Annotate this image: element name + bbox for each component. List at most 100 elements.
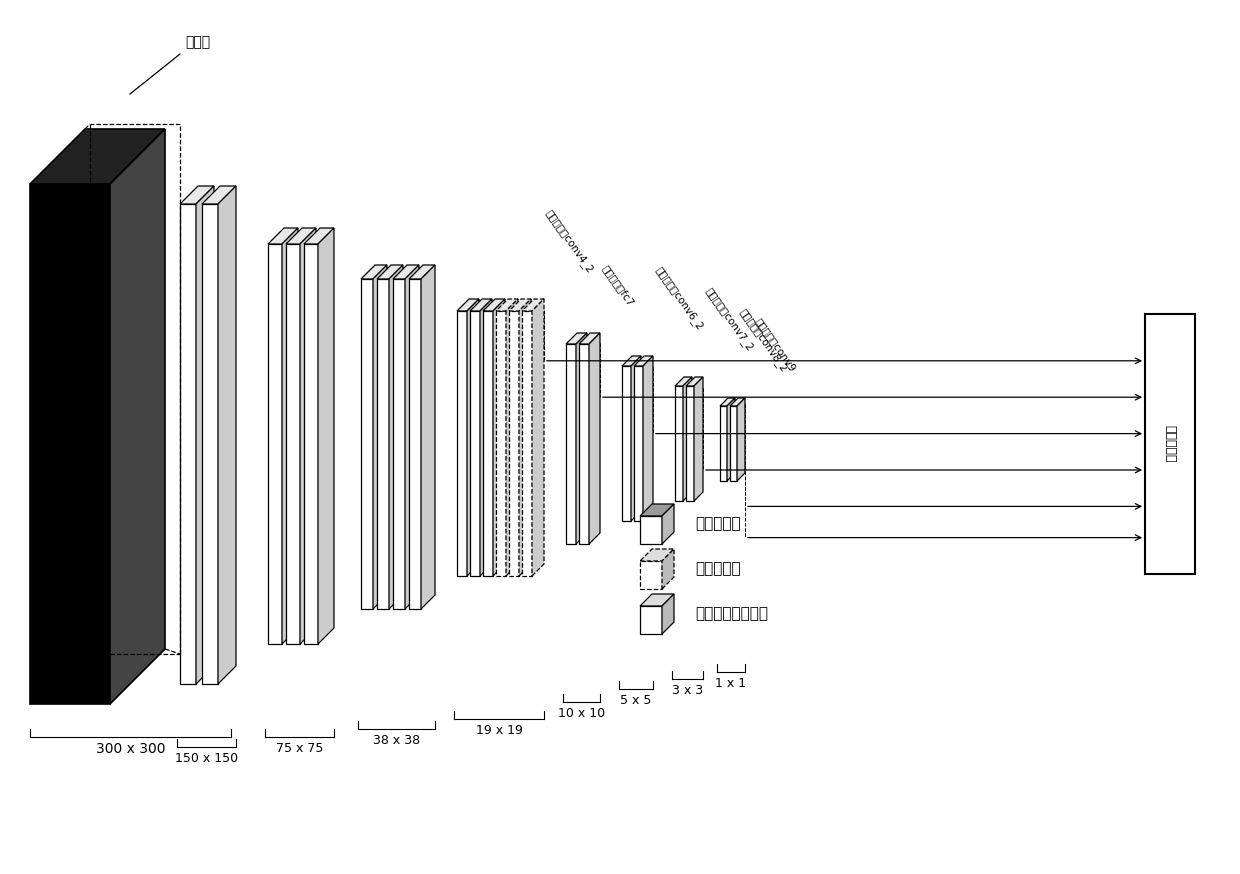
Polygon shape: [644, 356, 653, 521]
Polygon shape: [508, 299, 531, 311]
Polygon shape: [579, 333, 600, 344]
Text: 300 x 300: 300 x 300: [95, 742, 165, 756]
Polygon shape: [480, 299, 492, 576]
Polygon shape: [180, 186, 215, 204]
Polygon shape: [520, 299, 531, 576]
Polygon shape: [686, 386, 694, 501]
Polygon shape: [304, 244, 317, 644]
Polygon shape: [522, 299, 544, 311]
Polygon shape: [30, 184, 110, 704]
Text: 深度卷积层conv9: 深度卷积层conv9: [753, 317, 797, 374]
Polygon shape: [589, 333, 600, 544]
Polygon shape: [683, 377, 692, 501]
Polygon shape: [484, 311, 494, 576]
Polygon shape: [286, 244, 300, 644]
Polygon shape: [281, 228, 298, 644]
Polygon shape: [640, 549, 675, 561]
Polygon shape: [508, 311, 520, 576]
Polygon shape: [522, 311, 532, 576]
Text: 10 x 10: 10 x 10: [558, 707, 605, 720]
Text: 最大池化层: 最大池化层: [694, 517, 740, 531]
Polygon shape: [377, 265, 403, 279]
Polygon shape: [631, 356, 641, 521]
Polygon shape: [662, 504, 675, 544]
Polygon shape: [268, 244, 281, 644]
Polygon shape: [467, 299, 479, 576]
Polygon shape: [304, 228, 334, 244]
Polygon shape: [484, 299, 505, 311]
Polygon shape: [565, 344, 577, 544]
Text: 深度卷积层conv8_2: 深度卷积层conv8_2: [737, 307, 789, 374]
Polygon shape: [694, 377, 703, 501]
Polygon shape: [196, 186, 215, 684]
Polygon shape: [565, 333, 587, 344]
Text: 深度卷积层conv7_2: 深度卷积层conv7_2: [703, 286, 755, 353]
Polygon shape: [409, 279, 422, 609]
Text: 19 x 19: 19 x 19: [476, 724, 522, 737]
Polygon shape: [662, 594, 675, 634]
Polygon shape: [373, 265, 387, 609]
Polygon shape: [675, 377, 692, 386]
Polygon shape: [686, 377, 703, 386]
Polygon shape: [730, 398, 745, 406]
Polygon shape: [1145, 314, 1195, 574]
Polygon shape: [202, 204, 218, 684]
Polygon shape: [218, 186, 236, 684]
Polygon shape: [409, 265, 435, 279]
Polygon shape: [180, 204, 196, 684]
Polygon shape: [496, 311, 506, 576]
Polygon shape: [577, 333, 587, 544]
Polygon shape: [393, 265, 419, 279]
Polygon shape: [300, 228, 316, 644]
Text: 普通卷积层: 普通卷积层: [694, 561, 740, 577]
Polygon shape: [675, 386, 683, 501]
Polygon shape: [720, 406, 727, 481]
Polygon shape: [640, 516, 662, 544]
Text: 75 x 75: 75 x 75: [275, 742, 324, 755]
Polygon shape: [458, 299, 479, 311]
Polygon shape: [579, 344, 589, 544]
Text: 150 x 150: 150 x 150: [175, 752, 238, 765]
Polygon shape: [622, 366, 631, 521]
Polygon shape: [622, 356, 641, 366]
Polygon shape: [634, 366, 644, 521]
Polygon shape: [496, 299, 518, 311]
Text: 1 x 1: 1 x 1: [715, 677, 746, 690]
Polygon shape: [393, 279, 405, 609]
Text: 5 x 5: 5 x 5: [620, 694, 652, 707]
Polygon shape: [361, 265, 387, 279]
Text: 3 x 3: 3 x 3: [672, 684, 703, 697]
Polygon shape: [377, 279, 389, 609]
Text: 深度卷积层conv6_2: 深度卷积层conv6_2: [653, 265, 704, 332]
Text: 38 x 38: 38 x 38: [373, 734, 420, 747]
Polygon shape: [470, 311, 480, 576]
Polygon shape: [640, 504, 675, 516]
Polygon shape: [634, 356, 653, 366]
Polygon shape: [458, 311, 467, 576]
Polygon shape: [494, 299, 505, 576]
Polygon shape: [470, 299, 492, 311]
Polygon shape: [532, 299, 544, 576]
Polygon shape: [662, 549, 675, 589]
Text: 深度可分离卷积层: 深度可分离卷积层: [694, 607, 768, 621]
Polygon shape: [30, 129, 165, 184]
Polygon shape: [640, 594, 675, 606]
Polygon shape: [640, 606, 662, 634]
Text: 输入图: 输入图: [185, 35, 210, 49]
Polygon shape: [422, 265, 435, 609]
Polygon shape: [720, 398, 735, 406]
Polygon shape: [730, 406, 737, 481]
Polygon shape: [286, 228, 316, 244]
Text: 深度卷积层conv4_2: 深度卷积层conv4_2: [544, 208, 595, 275]
Text: 普通卷积层fc7: 普通卷积层fc7: [600, 263, 635, 308]
Text: 预测回归层: 预测回归层: [1163, 426, 1177, 462]
Polygon shape: [268, 228, 298, 244]
Polygon shape: [506, 299, 518, 576]
Polygon shape: [737, 398, 745, 481]
Polygon shape: [640, 561, 662, 589]
Polygon shape: [317, 228, 334, 644]
Polygon shape: [361, 279, 373, 609]
Polygon shape: [727, 398, 735, 481]
Polygon shape: [110, 129, 165, 704]
Polygon shape: [389, 265, 403, 609]
